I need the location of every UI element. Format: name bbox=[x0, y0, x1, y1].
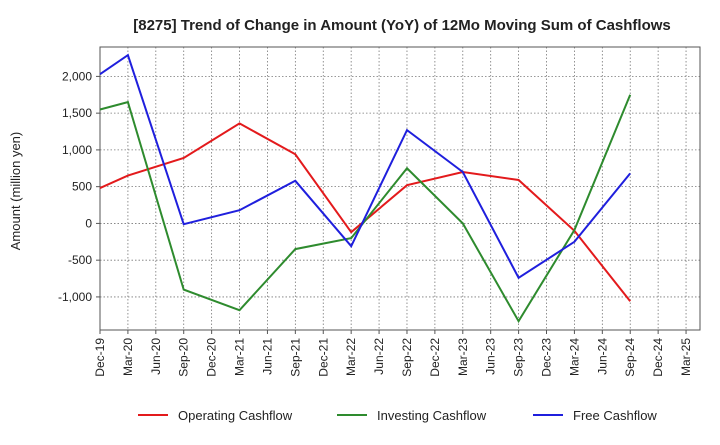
free-cashflow-line bbox=[99, 53, 631, 280]
operating-cashflow-legend-label: Operating Cashflow bbox=[178, 408, 293, 423]
x-tick-label: Dec-22 bbox=[428, 338, 442, 377]
x-tick-label: Sep-20 bbox=[177, 338, 191, 377]
x-tick-label: Dec-19 bbox=[93, 338, 107, 377]
x-tick-label: Jun-20 bbox=[149, 338, 163, 375]
operating-cashflow-line bbox=[99, 122, 631, 302]
y-tick-label: 1,000 bbox=[62, 143, 92, 157]
x-tick-label: Jun-24 bbox=[595, 338, 609, 375]
x-tick-label: Jun-23 bbox=[484, 338, 498, 375]
y-tick-label: -1,000 bbox=[58, 290, 92, 304]
x-tick-label: Sep-22 bbox=[400, 338, 414, 377]
x-tick-label: Sep-21 bbox=[288, 338, 302, 377]
y-tick-label: -500 bbox=[68, 253, 92, 267]
chart-title: [8275] Trend of Change in Amount (YoY) o… bbox=[133, 17, 671, 34]
y-tick-label: 500 bbox=[72, 180, 92, 194]
free-cashflow-legend-label: Free Cashflow bbox=[573, 408, 657, 423]
x-tick-label: Jun-22 bbox=[372, 338, 386, 375]
x-tick-label: Dec-23 bbox=[540, 338, 554, 377]
x-tick-label: Jun-21 bbox=[260, 338, 274, 375]
x-tick-label: Sep-24 bbox=[623, 338, 637, 377]
plot-area-frame bbox=[99, 46, 701, 331]
x-tick-label: Dec-24 bbox=[651, 338, 665, 377]
x-tick-label: Mar-25 bbox=[679, 338, 693, 376]
x-tick-label: Mar-23 bbox=[456, 338, 470, 376]
x-tick-label: Dec-21 bbox=[316, 338, 330, 377]
investing-cashflow-legend-label: Investing Cashflow bbox=[377, 408, 487, 423]
y-tick-label: 2,000 bbox=[62, 69, 92, 83]
data-series bbox=[99, 53, 632, 324]
y-tick-label: 0 bbox=[85, 216, 92, 230]
y-axis-ticks: -1,000 -500 0 500 1,000 1,500 2,000 bbox=[58, 69, 100, 304]
x-tick-label: Dec-20 bbox=[205, 338, 219, 377]
x-axis-ticks: Dec-19 Mar-20 Jun-20 Sep-20 Dec-20 Mar-21 Jun-… bbox=[93, 330, 693, 377]
x-tick-label: Mar-20 bbox=[121, 338, 135, 376]
x-tick-label: Mar-21 bbox=[233, 338, 247, 376]
x-tick-label: Sep-23 bbox=[512, 338, 526, 377]
y-tick-label: 1,500 bbox=[62, 106, 92, 120]
legend: Operating Cashflow Investing Cashflow Free… bbox=[138, 408, 657, 423]
investing-cashflow-line bbox=[99, 94, 632, 324]
y-axis-label: Amount (million yen) bbox=[8, 132, 23, 251]
x-tick-label: Mar-22 bbox=[344, 338, 358, 376]
x-tick-label: Mar-24 bbox=[567, 338, 581, 376]
gridlines bbox=[99, 47, 700, 330]
